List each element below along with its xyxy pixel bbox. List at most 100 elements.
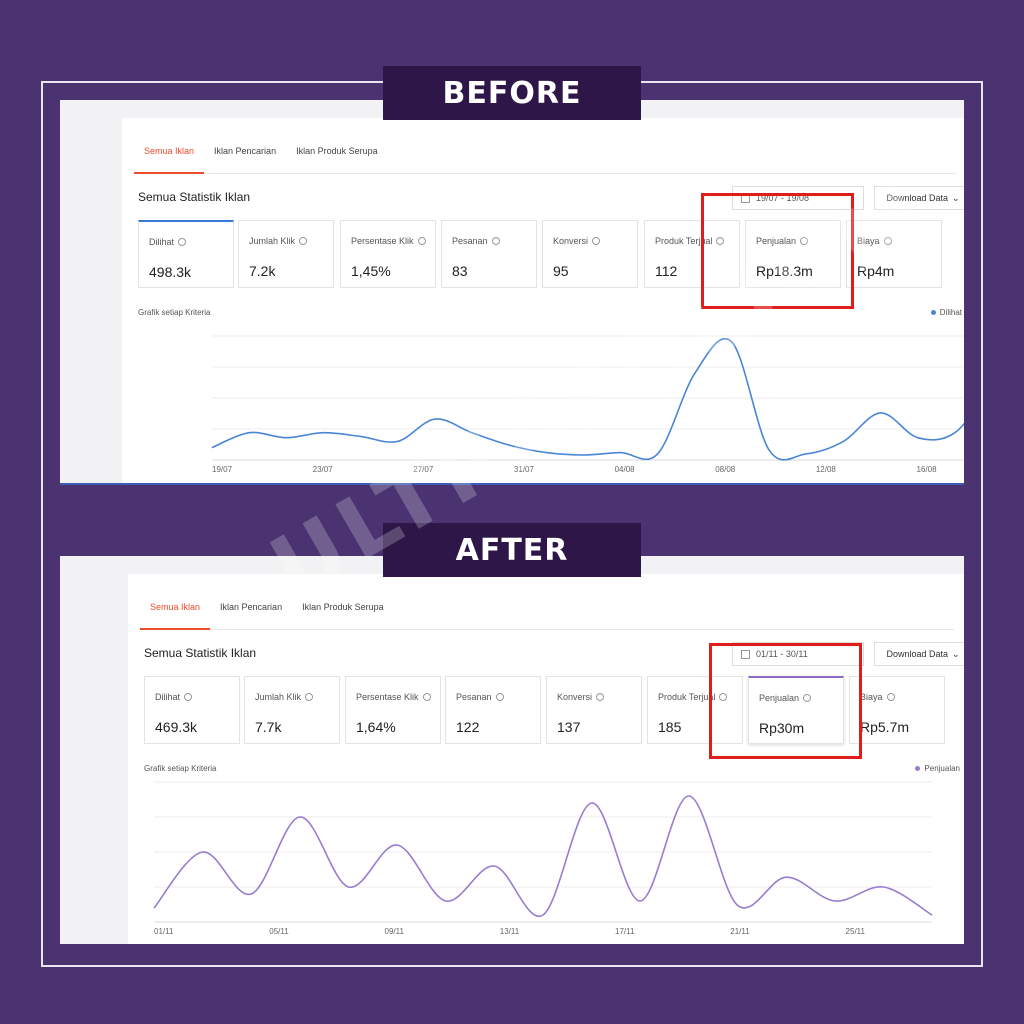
- metric-value: 95: [553, 263, 569, 279]
- metric-value: 185: [658, 719, 682, 735]
- tab-semua-iklan[interactable]: Semua Iklan: [140, 584, 211, 630]
- metric-value: 1,45%: [351, 263, 391, 279]
- chart-legend: Penjualan: [915, 764, 960, 773]
- metric-label-text: Penjualan: [756, 236, 797, 246]
- x-tick-label: 23/07: [313, 465, 334, 474]
- tab-semua-iklan[interactable]: Semua Iklan: [134, 128, 205, 174]
- info-icon: [184, 693, 193, 701]
- metric-card-produk-terjual[interactable]: Produk Terjual 185: [647, 676, 743, 744]
- metric-label: Produk Terjual: [655, 235, 737, 247]
- metric-label: Jumlah Klik: [249, 235, 331, 247]
- ad-type-tabs: Semua Iklan Iklan Pencarian Iklan Produk…: [134, 128, 956, 174]
- x-tick-label: 12/08: [816, 465, 837, 474]
- metric-label: Jumlah Klik: [255, 691, 337, 703]
- metric-card-penjualan[interactable]: Penjualan Rp30m: [748, 676, 844, 744]
- info-icon: [422, 693, 431, 701]
- metric-label: Pesanan: [452, 235, 534, 247]
- x-tick-label: 17/11: [615, 927, 635, 936]
- ad-type-tabs: Semua Iklan Iklan Pencarian Iklan Produk…: [140, 584, 954, 630]
- x-tick-label: 05/11: [269, 927, 289, 936]
- metric-label: Penjualan: [759, 692, 841, 704]
- highlight-box-before-penjualan: [701, 193, 854, 309]
- metric-label-text: Biaya: [860, 692, 883, 702]
- metric-label-text: Persentase Klik: [351, 236, 414, 246]
- metric-value: 122: [456, 719, 480, 735]
- download-data-button[interactable]: Download Data ⌄: [874, 186, 964, 210]
- metric-label-text: Pesanan: [456, 692, 492, 702]
- before-banner: BEFORE: [383, 66, 641, 120]
- metric-label: Pesanan: [456, 691, 538, 703]
- metric-card-persentase-klik[interactable]: Persentase Klik 1,64%: [345, 676, 441, 744]
- metric-card-dilihat[interactable]: Dilihat 469.3k: [144, 676, 240, 744]
- x-tick-label: 13/11: [500, 927, 520, 936]
- download-data-button[interactable]: Download Data ⌄: [874, 642, 964, 666]
- after-banner: AFTER: [383, 523, 641, 577]
- metric-label: Konversi: [553, 235, 635, 247]
- metric-card-pesanan[interactable]: Pesanan 122: [445, 676, 541, 744]
- metric-label-text: Biaya: [857, 236, 880, 246]
- legend-label: Penjualan: [924, 764, 960, 773]
- info-icon: [305, 693, 314, 701]
- metric-card-konversi[interactable]: Konversi 95: [542, 220, 638, 288]
- metric-card-biaya[interactable]: Biaya Rp5.7m: [849, 676, 945, 744]
- metric-label: Biaya: [860, 691, 942, 703]
- ads-statistics-card: Semua Iklan Iklan Pencarian Iklan Produk…: [128, 574, 964, 944]
- info-icon: [178, 238, 187, 246]
- metric-card-penjualan[interactable]: Penjualan Rp18.3m: [745, 220, 841, 288]
- metric-label-text: Jumlah Klik: [255, 692, 302, 702]
- metric-value: 469.3k: [155, 719, 198, 735]
- x-tick-label: 27/07: [413, 465, 434, 474]
- x-tick-label: 21/11: [730, 927, 750, 936]
- metric-card-produk-terjual[interactable]: Produk Terjual 112: [644, 220, 740, 288]
- legend-dot: [930, 310, 936, 315]
- tab-iklan-produk-serupa[interactable]: Iklan Produk Serupa: [296, 146, 378, 156]
- info-icon: [491, 237, 500, 245]
- metric-value: 1,64%: [356, 719, 396, 735]
- date-range-picker[interactable]: 01/11 - 30/11: [732, 642, 864, 666]
- info-icon: [803, 694, 812, 702]
- section-title: Semua Statistik Iklan: [144, 646, 257, 660]
- metric-value: 7.7k: [255, 719, 282, 735]
- metric-label-text: Persentase Klik: [356, 692, 419, 702]
- info-icon: [800, 237, 809, 245]
- metric-label: Penjualan: [756, 235, 838, 247]
- metric-card-jumlah-klik[interactable]: Jumlah Klik 7.7k: [244, 676, 340, 744]
- x-tick-label: 31/07: [514, 465, 535, 474]
- after-screenshot: Semua Iklan Iklan Pencarian Iklan Produk…: [60, 556, 964, 944]
- metric-label-text: Produk Terjual: [658, 692, 716, 702]
- metric-value: Rp5.7m: [860, 719, 910, 735]
- date-range-text: 01/11 - 30/11: [756, 649, 808, 659]
- info-icon: [883, 237, 892, 245]
- metric-card-persentase-klik[interactable]: Persentase Klik 1,45%: [340, 220, 436, 288]
- metric-card-biaya[interactable]: Biaya Rp4m: [846, 220, 942, 288]
- metric-card-pesanan[interactable]: Pesanan 83: [441, 220, 537, 288]
- metric-card-dilihat[interactable]: Dilihat 498.3k: [138, 220, 234, 288]
- before-screenshot: Semua Iklan Iklan Pencarian Iklan Produk…: [60, 100, 964, 485]
- x-tick-label: 19/07: [212, 465, 233, 474]
- date-range-text: 19/07 - 19/08: [756, 193, 810, 203]
- tab-iklan-produk-serupa[interactable]: Iklan Produk Serupa: [302, 602, 384, 612]
- metric-label: Persentase Klik: [351, 235, 433, 247]
- metric-value: Rp30m: [759, 720, 805, 736]
- metric-label: Dilihat: [149, 236, 231, 248]
- info-icon: [495, 693, 504, 701]
- metric-label: Biaya: [857, 235, 939, 247]
- metric-label-text: Konversi: [553, 236, 589, 246]
- x-tick-label: 08/08: [715, 465, 736, 474]
- legend-label: Dilihat: [939, 308, 962, 317]
- chevron-down-icon: ⌄: [952, 192, 960, 203]
- metric-value: 83: [452, 263, 468, 279]
- x-tick-label: 09/11: [385, 927, 405, 936]
- metric-label-text: Konversi: [557, 692, 593, 702]
- x-tick-label: 04/08: [615, 465, 636, 474]
- tab-iklan-pencarian[interactable]: Iklan Pencarian: [220, 602, 283, 612]
- tab-iklan-pencarian[interactable]: Iklan Pencarian: [214, 146, 277, 156]
- metric-value: 7.2k: [249, 263, 276, 279]
- ads-statistics-card: Semua Iklan Iklan Pencarian Iklan Produk…: [122, 118, 964, 483]
- info-icon: [719, 693, 728, 701]
- metric-card-konversi[interactable]: Konversi 137: [546, 676, 642, 744]
- line-chart-penjualan: 01/11 05/11 09/11 13/11 17/11 21/11 25/11: [153, 781, 933, 936]
- metric-value: 112: [655, 263, 678, 279]
- metric-card-jumlah-klik[interactable]: Jumlah Klik 7.2k: [238, 220, 334, 288]
- x-tick-label: 16/08: [917, 465, 938, 474]
